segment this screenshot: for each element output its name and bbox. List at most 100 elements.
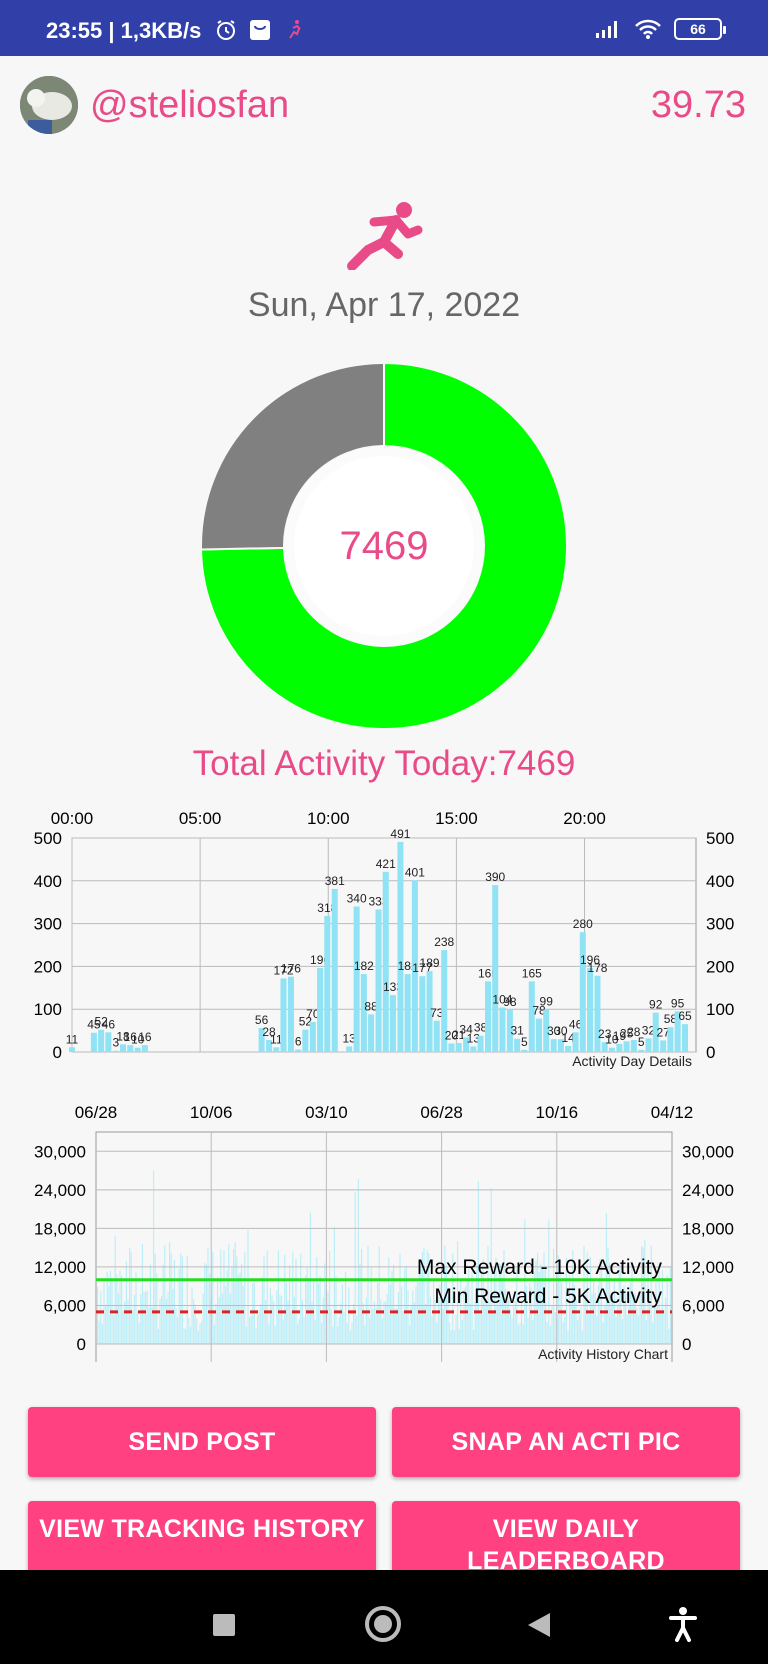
history-chart-bar <box>489 1302 491 1344</box>
history-chart-bar <box>311 1301 313 1344</box>
username[interactable]: @steliosfan <box>90 84 290 126</box>
history-chart-bar <box>553 1248 555 1344</box>
history-chart-bar <box>505 1288 507 1344</box>
history-chart-y-tick-right: 12,000 <box>682 1258 734 1277</box>
history-chart-bar <box>425 1304 427 1344</box>
history-chart-y-tick-left: 12,000 <box>34 1258 86 1277</box>
recents-icon[interactable] <box>213 1614 235 1636</box>
history-chart-bar <box>287 1300 289 1344</box>
history-chart-bar <box>194 1304 196 1344</box>
history-chart-bar <box>391 1270 393 1344</box>
history-chart-bar <box>580 1306 582 1344</box>
avatar[interactable] <box>20 76 78 134</box>
history-chart-bar <box>524 1219 526 1344</box>
day-chart-bar <box>499 1007 506 1052</box>
history-chart-bar <box>236 1256 238 1344</box>
send-post-button[interactable]: SEND POST <box>28 1407 376 1477</box>
day-chart-bar-label: 38 <box>474 1021 488 1035</box>
history-chart-bar <box>284 1254 286 1344</box>
history-chart-bar <box>180 1252 182 1344</box>
history-chart-bar <box>549 1325 551 1344</box>
history-chart-bar <box>317 1283 319 1344</box>
day-chart-bar <box>389 995 396 1052</box>
history-chart-bar <box>369 1318 371 1344</box>
day-chart-top-tick: 15:00 <box>435 809 478 828</box>
day-chart-bar-label: 31 <box>510 1024 524 1038</box>
history-chart-bar <box>642 1247 644 1344</box>
navigation-bar <box>0 1570 768 1664</box>
day-chart-y-tick-right: 300 <box>706 915 734 934</box>
day-chart-y-tick-right: 200 <box>706 957 734 976</box>
day-chart-bar-label: 27 <box>656 1025 670 1039</box>
day-chart-bar <box>514 1038 521 1052</box>
history-chart-bar <box>381 1318 383 1344</box>
history-chart-bar <box>228 1244 230 1344</box>
wifi-icon <box>635 19 661 39</box>
history-chart-bar <box>181 1256 183 1344</box>
history-chart-bar <box>474 1301 476 1344</box>
day-chart-bar-label: 196 <box>580 953 600 967</box>
history-chart-bar <box>213 1325 215 1344</box>
history-chart-bar <box>375 1308 377 1344</box>
history-chart-bar <box>109 1270 111 1344</box>
history-chart-bar <box>292 1251 294 1344</box>
history-chart-bar <box>162 1264 164 1344</box>
history-chart-bar <box>557 1255 559 1344</box>
history-chart-bar <box>151 1306 153 1344</box>
history-chart-bar <box>345 1271 347 1344</box>
history-chart-bar <box>652 1322 654 1344</box>
history-chart-bar <box>298 1319 300 1344</box>
accessibility-icon[interactable] <box>668 1606 698 1642</box>
history-chart-bar <box>634 1293 636 1344</box>
day-chart-bar <box>521 1049 528 1052</box>
history-chart-bar <box>404 1268 406 1344</box>
day-chart-bar-label: 95 <box>671 996 685 1010</box>
history-chart-bar <box>223 1250 225 1344</box>
history-chart-bar <box>594 1292 596 1344</box>
day-chart-bar-label: 421 <box>376 857 396 871</box>
history-chart-bar <box>429 1296 431 1344</box>
history-chart-bar <box>117 1293 119 1344</box>
history-chart-bar <box>513 1306 515 1344</box>
day-chart-bar-label: 30 <box>554 1024 568 1038</box>
home-icon[interactable] <box>365 1606 401 1642</box>
day-chart-bar-label: 11 <box>270 1032 283 1046</box>
history-chart-bar <box>548 1219 550 1344</box>
history-chart-bar <box>567 1330 569 1344</box>
history-chart-y-tick-left: 18,000 <box>34 1219 86 1238</box>
day-chart-bar <box>601 1042 608 1052</box>
history-chart-bar <box>290 1310 292 1344</box>
day-chart-bar <box>645 1038 652 1052</box>
history-chart-bar <box>415 1286 417 1344</box>
day-chart-top-tick: 20:00 <box>563 809 606 828</box>
history-chart-bar <box>527 1317 529 1344</box>
history-chart-bar <box>164 1245 166 1344</box>
total-activity-label: Total Activity Today:7469 <box>192 744 576 783</box>
history-chart-bar <box>362 1303 364 1344</box>
day-chart-y-tick-right: 400 <box>706 872 734 891</box>
day-chart-bar <box>346 1046 353 1052</box>
history-chart-bar <box>212 1251 214 1344</box>
history-chart-bar <box>455 1314 457 1344</box>
history-chart-bar <box>100 1291 102 1344</box>
history-chart-bar <box>461 1320 463 1344</box>
history-chart-bar <box>607 1247 609 1344</box>
history-chart-bar <box>396 1308 398 1344</box>
history-chart-bar <box>666 1275 668 1344</box>
back-icon[interactable] <box>528 1613 550 1637</box>
history-chart-bar <box>141 1243 143 1344</box>
history-chart-bar <box>465 1286 467 1344</box>
history-chart-bar <box>113 1315 115 1344</box>
history-chart-bar <box>511 1317 513 1344</box>
history-chart-bar <box>653 1305 655 1344</box>
day-chart-bar-label: 88 <box>364 999 378 1013</box>
day-chart-bar-label: 21 <box>452 1028 466 1042</box>
history-chart-bar <box>143 1291 145 1344</box>
snap-pic-button[interactable]: SNAP AN ACTI PIC <box>392 1407 740 1477</box>
history-chart-bar <box>185 1329 187 1344</box>
day-chart-bar-label: 98 <box>503 995 517 1009</box>
history-chart-bar <box>161 1295 163 1344</box>
history-chart-bar <box>581 1330 583 1344</box>
history-chart-bar <box>205 1264 207 1344</box>
history-chart-bar <box>665 1297 667 1344</box>
